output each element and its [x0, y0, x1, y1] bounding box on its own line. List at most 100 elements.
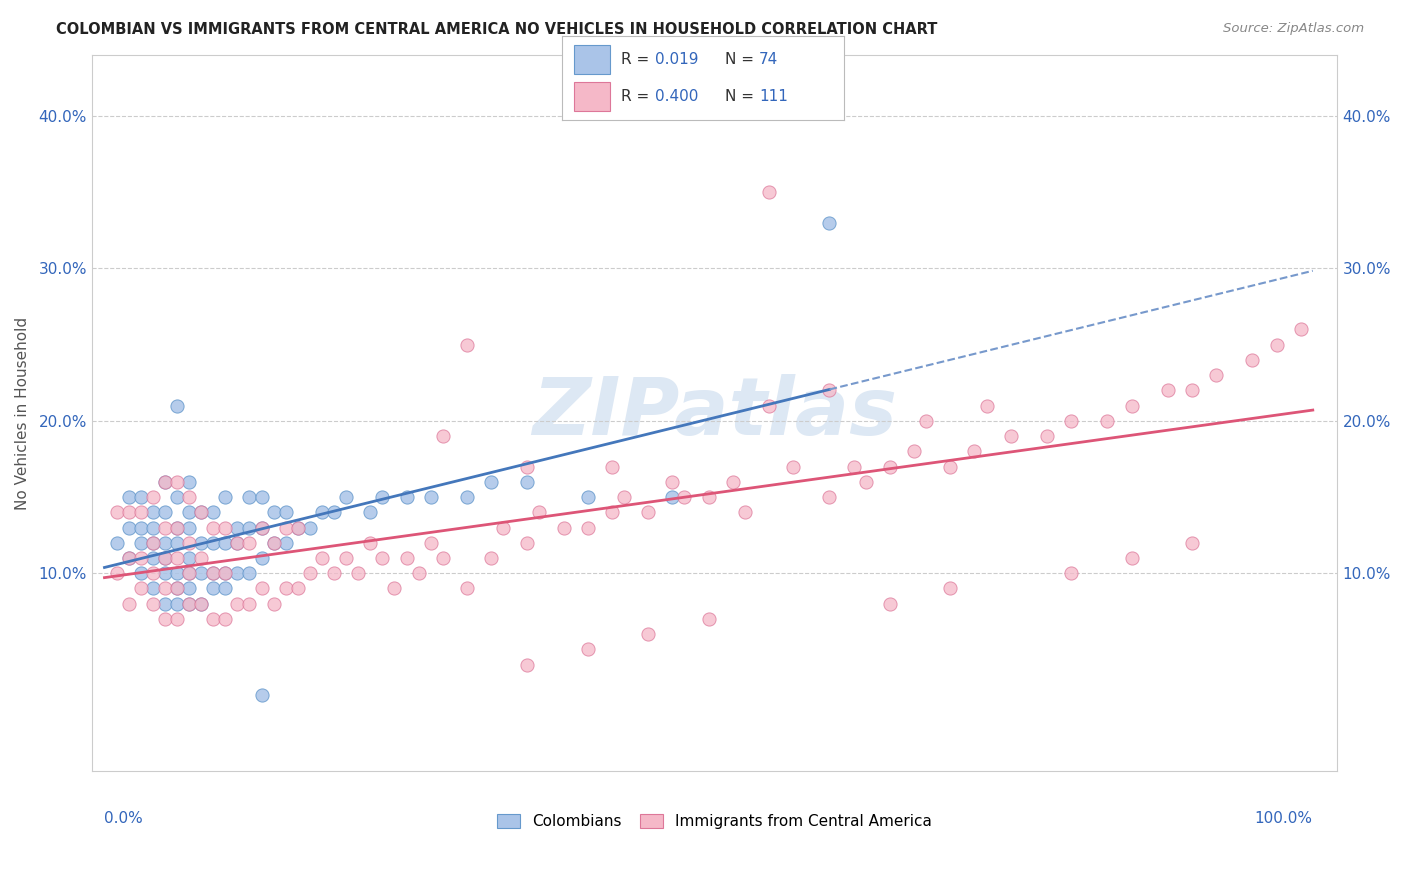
Point: [250, 520, 273, 534]
Point: [142, 520, 165, 534]
Point: [238, 535, 260, 549]
Point: [250, 490, 273, 504]
Point: [432, 429, 454, 443]
Point: [142, 535, 165, 549]
Point: [516, 459, 538, 474]
Point: [202, 505, 225, 519]
Point: [177, 505, 200, 519]
Point: [129, 551, 152, 566]
Point: [600, 459, 623, 474]
Point: [166, 475, 188, 489]
Text: ZIPatlas: ZIPatlas: [531, 375, 897, 452]
Point: [117, 597, 139, 611]
Point: [1289, 322, 1312, 336]
Point: [214, 612, 236, 626]
Point: [939, 459, 962, 474]
Point: [214, 520, 236, 534]
Point: [202, 612, 225, 626]
Point: [250, 520, 273, 534]
Point: [166, 582, 188, 596]
Point: [335, 551, 357, 566]
Text: 111: 111: [759, 89, 789, 104]
Point: [177, 566, 200, 581]
Point: [274, 582, 297, 596]
Point: [263, 597, 285, 611]
Point: [1060, 414, 1083, 428]
Point: [153, 535, 176, 549]
Point: [661, 490, 683, 504]
Point: [226, 520, 249, 534]
Point: [479, 551, 502, 566]
Point: [1241, 352, 1264, 367]
Point: [274, 505, 297, 519]
Point: [613, 490, 636, 504]
FancyBboxPatch shape: [574, 82, 610, 112]
Text: R =: R =: [621, 89, 655, 104]
Point: [963, 444, 986, 458]
Point: [177, 535, 200, 549]
Point: [311, 505, 333, 519]
Point: [637, 505, 659, 519]
Point: [153, 475, 176, 489]
Text: COLOMBIAN VS IMMIGRANTS FROM CENTRAL AMERICA NO VEHICLES IN HOUSEHOLD CORRELATIO: COLOMBIAN VS IMMIGRANTS FROM CENTRAL AME…: [56, 22, 938, 37]
Point: [323, 566, 346, 581]
Point: [238, 490, 260, 504]
Point: [202, 535, 225, 549]
Point: [479, 475, 502, 489]
Point: [637, 627, 659, 641]
Point: [384, 582, 406, 596]
Point: [142, 490, 165, 504]
Point: [214, 582, 236, 596]
Point: [697, 490, 720, 504]
Point: [105, 566, 128, 581]
Point: [105, 505, 128, 519]
Point: [419, 490, 441, 504]
Point: [855, 475, 877, 489]
Point: [166, 535, 188, 549]
Point: [1060, 566, 1083, 581]
Point: [298, 566, 321, 581]
Point: [842, 459, 865, 474]
Text: N =: N =: [725, 89, 759, 104]
Point: [129, 520, 152, 534]
Point: [153, 582, 176, 596]
Point: [250, 551, 273, 566]
Point: [939, 582, 962, 596]
Point: [1265, 337, 1288, 351]
Point: [782, 459, 804, 474]
Point: [166, 612, 188, 626]
Point: [1097, 414, 1119, 428]
Point: [166, 582, 188, 596]
Point: [142, 535, 165, 549]
Point: [1121, 399, 1143, 413]
Text: 74: 74: [759, 52, 779, 67]
Point: [915, 414, 938, 428]
Point: [697, 612, 720, 626]
Point: [395, 490, 418, 504]
Point: [263, 535, 285, 549]
Point: [226, 597, 249, 611]
Point: [129, 535, 152, 549]
Point: [335, 490, 357, 504]
Point: [516, 475, 538, 489]
Point: [311, 551, 333, 566]
Point: [492, 520, 515, 534]
Point: [600, 505, 623, 519]
Point: [166, 551, 188, 566]
Text: 0.0%: 0.0%: [104, 811, 143, 826]
Point: [153, 505, 176, 519]
Point: [432, 551, 454, 566]
Point: [190, 505, 212, 519]
Point: [274, 535, 297, 549]
Point: [153, 597, 176, 611]
Point: [287, 582, 309, 596]
Point: [202, 566, 225, 581]
Text: N =: N =: [725, 52, 759, 67]
Point: [226, 535, 249, 549]
Point: [190, 597, 212, 611]
Point: [287, 520, 309, 534]
Point: [177, 597, 200, 611]
Point: [818, 216, 841, 230]
Point: [190, 566, 212, 581]
Point: [238, 520, 260, 534]
